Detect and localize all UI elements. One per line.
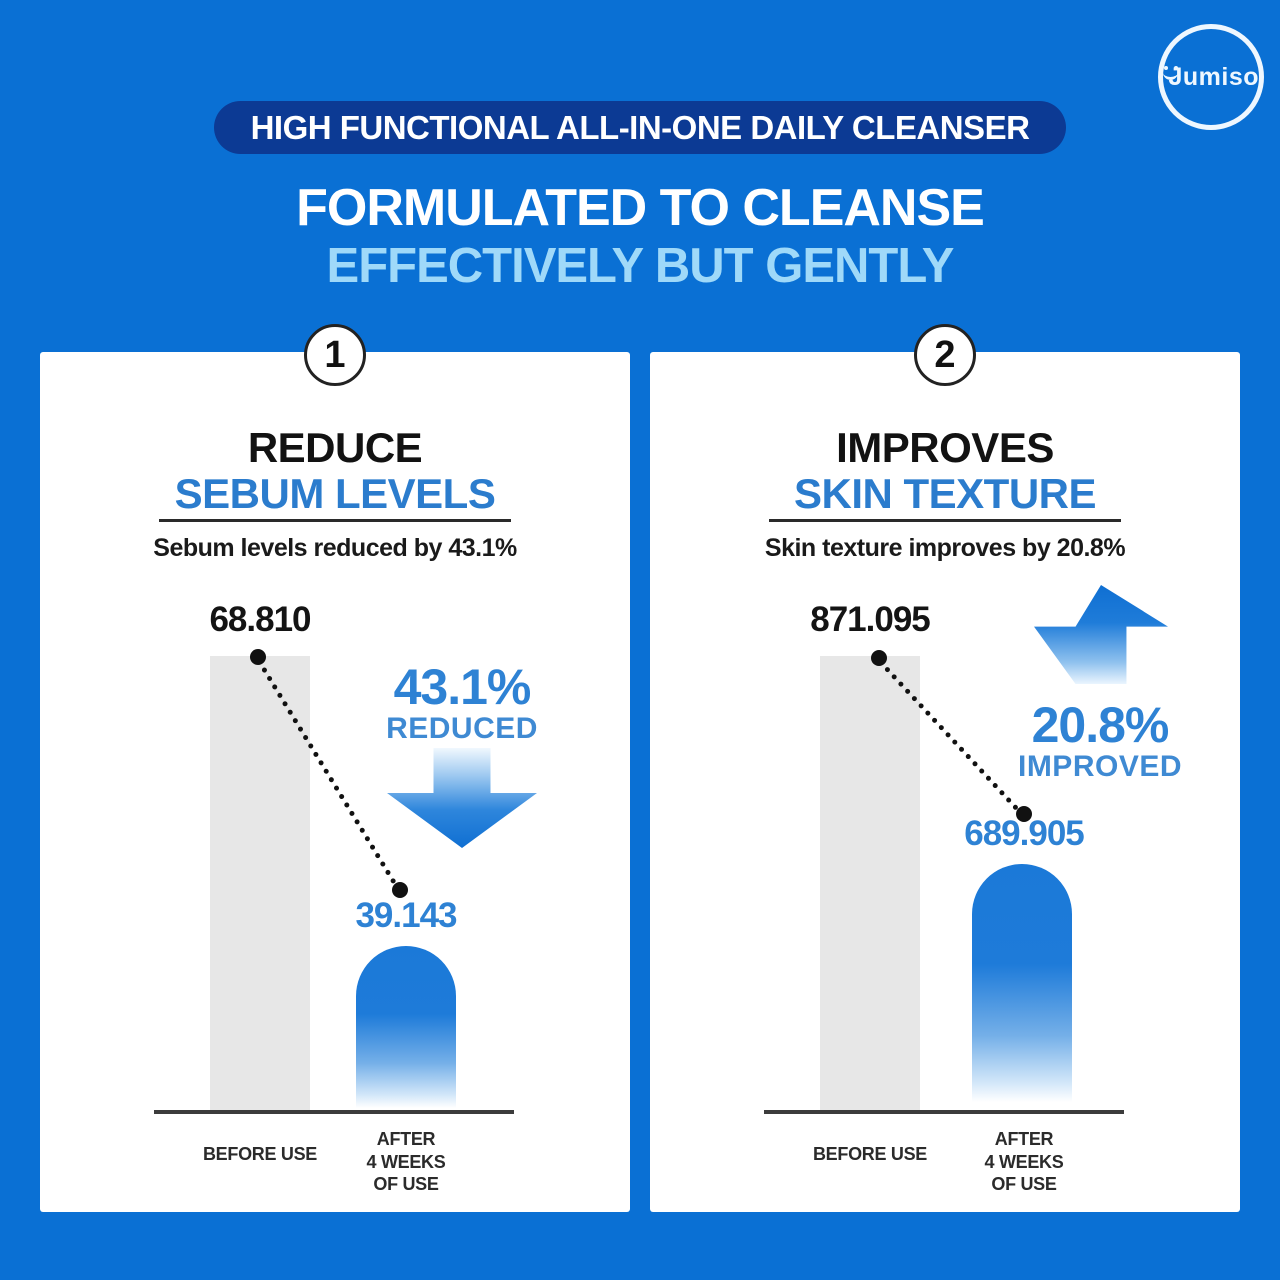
bar-after-use bbox=[356, 946, 456, 1108]
card-number-badge: 1 bbox=[304, 324, 366, 386]
card-subtitle: Sebum levels reduced by 43.1% bbox=[153, 534, 517, 562]
connector-dot-end bbox=[392, 882, 408, 898]
smiley-eye bbox=[1174, 65, 1178, 70]
card-heading-blue: SEBUM LEVELS bbox=[174, 470, 496, 517]
x-label-after-use: AFTER 4 WEEKS OF USE bbox=[984, 1129, 1064, 1194]
value-before: 871.095 bbox=[810, 600, 931, 639]
chart-baseline bbox=[764, 1110, 1124, 1114]
smiley-mouth bbox=[1163, 71, 1178, 80]
value-before: 68.810 bbox=[209, 600, 311, 639]
brand-logo: Jumiso bbox=[1158, 24, 1264, 130]
percent-value: 20.8% bbox=[1031, 697, 1170, 753]
heading-underline bbox=[769, 519, 1121, 522]
card-heading-blue: SKIN TEXTURE bbox=[793, 470, 1097, 517]
card-subtitle: Skin texture improves by 20.8% bbox=[764, 534, 1126, 562]
smiley-eye bbox=[1164, 65, 1168, 70]
value-after: 39.143 bbox=[355, 896, 457, 935]
chart-baseline bbox=[154, 1110, 514, 1114]
x-label-before-use: BEFORE USE bbox=[812, 1144, 928, 1164]
brand-name: Jumiso bbox=[1168, 62, 1259, 91]
card-skin-texture: 2 IMPROVES SKIN TEXTURE Skin texture imp… bbox=[650, 324, 1240, 1212]
banner-text: HIGH FUNCTIONAL ALL-IN-ONE DAILY CLEANSE… bbox=[250, 108, 1030, 146]
bar-after-use bbox=[972, 864, 1072, 1102]
percent-value: 43.1% bbox=[393, 659, 532, 715]
arrow-up-icon bbox=[1034, 585, 1168, 684]
bar-before-use bbox=[820, 656, 920, 1111]
connector-dot-start bbox=[250, 649, 266, 665]
connector-dot-end bbox=[1016, 806, 1032, 822]
headline-line2: EFFECTIVELY BUT GENTLY bbox=[326, 239, 955, 293]
percent-word: REDUCED bbox=[386, 712, 538, 745]
card-heading-black: IMPROVES bbox=[836, 424, 1054, 471]
headline-line1: FORMULATED TO CLEANSE bbox=[296, 179, 985, 237]
x-label-before-use: BEFORE USE bbox=[202, 1144, 318, 1164]
heading-underline bbox=[159, 519, 511, 522]
smiley-face-icon bbox=[1163, 65, 1178, 82]
x-label-after-use: AFTER 4 WEEKS OF USE bbox=[366, 1129, 446, 1194]
arrow-down-icon bbox=[387, 748, 537, 848]
bar-before-use bbox=[210, 656, 310, 1111]
percent-word: IMPROVED bbox=[1017, 750, 1183, 783]
card-number-badge: 2 bbox=[914, 324, 976, 386]
header-banner: HIGH FUNCTIONAL ALL-IN-ONE DAILY CLEANSE… bbox=[214, 101, 1066, 154]
card-heading-black: REDUCE bbox=[247, 424, 423, 471]
connector-dot-start bbox=[871, 650, 887, 666]
card-sebum-levels: 1 REDUCE SEBUM LEVELS Sebum levels reduc… bbox=[40, 324, 630, 1212]
